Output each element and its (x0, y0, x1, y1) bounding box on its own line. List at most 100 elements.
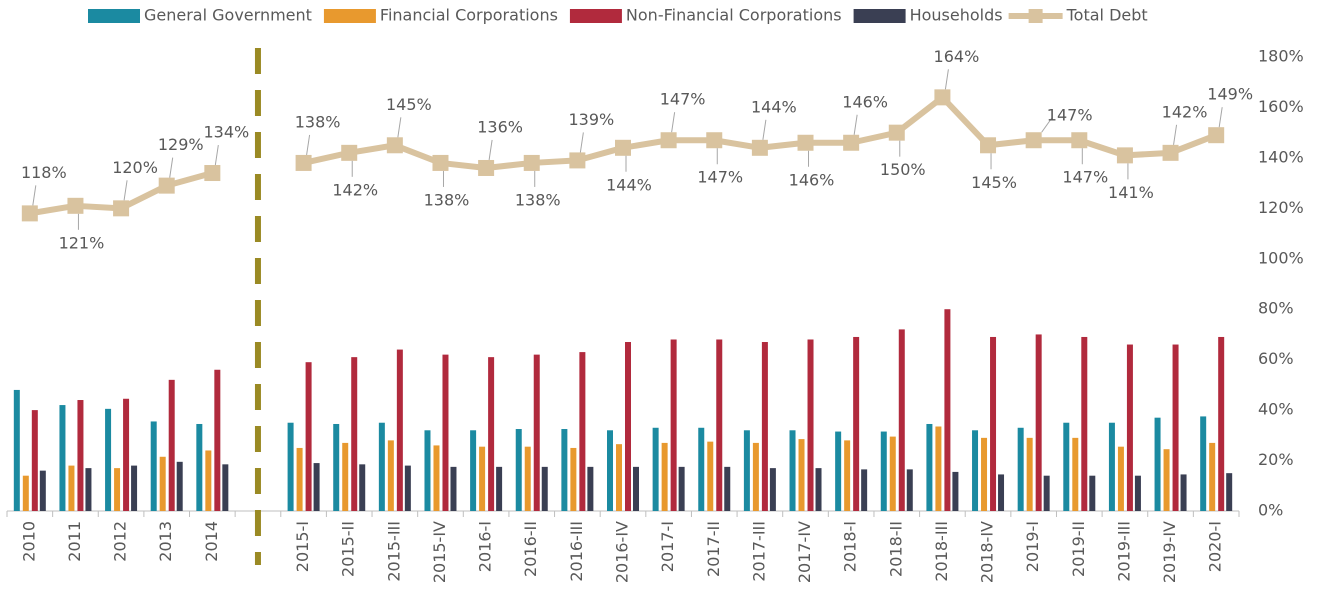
bar (176, 461, 183, 511)
bar (716, 339, 723, 511)
bar (1026, 437, 1033, 511)
data-label: 147% (1047, 106, 1093, 125)
x-tick-label: 2012 (111, 521, 130, 562)
data-label: 142% (1162, 102, 1208, 121)
x-tick-label: 2011 (65, 521, 84, 562)
bar (351, 357, 358, 511)
bar (1063, 422, 1070, 511)
bar (1017, 427, 1024, 511)
line-marker (980, 137, 997, 154)
leader-line (671, 112, 676, 133)
x-tick-label: 2014 (202, 521, 221, 562)
bar (880, 431, 887, 511)
x-tick-label: 2020-I (1206, 521, 1225, 572)
data-label: 121% (59, 233, 105, 252)
bar (387, 440, 394, 511)
y-tick-label: 180% (1258, 47, 1304, 66)
bar (168, 379, 175, 511)
bar (652, 427, 659, 511)
bar (815, 468, 822, 511)
x-tick-label: 2015-III (384, 521, 403, 582)
bar (1126, 344, 1133, 511)
x-tick-label: 2017-IV (795, 521, 814, 583)
x-tick-label: 2016-II (521, 521, 540, 577)
bar (105, 408, 112, 511)
bar (761, 342, 768, 511)
bar (633, 466, 639, 511)
y-tick-label: 80% (1258, 299, 1294, 318)
leader-line (488, 139, 493, 161)
bar (470, 430, 477, 511)
data-label: 120% (112, 158, 158, 177)
bar (1200, 416, 1207, 511)
leader-line (397, 117, 402, 138)
bar (359, 464, 366, 511)
bar (296, 447, 303, 511)
bar (944, 309, 951, 511)
data-label: 134% (203, 123, 249, 142)
bar (442, 354, 449, 511)
bar (1172, 344, 1179, 511)
bar (972, 430, 979, 511)
legend-swatch (1028, 9, 1043, 23)
bar (22, 475, 29, 511)
line-marker (432, 154, 449, 171)
data-label: 147% (1062, 168, 1108, 187)
x-tick-label: 2018-I (841, 521, 860, 572)
y-tick-label: 60% (1258, 349, 1294, 368)
bar (570, 447, 577, 511)
data-label: 142% (332, 180, 378, 199)
bar (68, 465, 75, 511)
line-marker (295, 154, 312, 171)
bar (313, 463, 320, 511)
x-tick-label: 2017-II (704, 521, 723, 577)
leader-line (306, 134, 311, 156)
data-label: 136% (477, 117, 523, 136)
bar (131, 465, 138, 511)
x-tick-label: 2017-I (658, 521, 677, 572)
bar (990, 336, 997, 511)
bar (1117, 446, 1124, 511)
data-label: 138% (424, 190, 470, 209)
bar (769, 468, 776, 511)
bar (396, 349, 403, 511)
bar (752, 442, 759, 511)
bar (678, 466, 685, 511)
line-marker (1071, 132, 1088, 149)
bar (698, 427, 705, 511)
data-label: 118% (21, 163, 67, 182)
bar (981, 437, 988, 511)
data-label: 146% (789, 170, 835, 189)
legend-swatch (323, 9, 376, 23)
y-tick-label: 160% (1258, 97, 1304, 116)
bar (935, 426, 942, 511)
line-marker (934, 89, 951, 106)
bar (1209, 442, 1216, 511)
x-tick-label: 2019-II (1069, 521, 1088, 577)
bar (798, 439, 805, 511)
bar (861, 469, 868, 511)
leader-line (579, 132, 584, 153)
y-tick-label: 0% (1258, 501, 1283, 520)
x-tick-label: 2013 (156, 521, 175, 562)
data-label: 145% (971, 173, 1017, 192)
line-marker (113, 200, 130, 217)
bar (579, 352, 586, 511)
leader-line (1218, 107, 1223, 128)
bar (159, 456, 166, 511)
x-tick-label: 2016-IV (613, 521, 632, 583)
line-marker (158, 177, 175, 194)
line-marker (1208, 127, 1225, 144)
bar (1035, 334, 1042, 511)
data-label: 147% (660, 90, 706, 109)
x-tick-label: 2019-III (1114, 521, 1133, 582)
bar (1226, 473, 1233, 511)
bar (1218, 336, 1225, 511)
x-tick-label: 2010 (19, 521, 38, 562)
x-tick-label: 2019-I (1023, 521, 1042, 572)
bar (85, 468, 92, 511)
bar (835, 431, 842, 511)
legend-label: Non-Financial Corporations (626, 6, 842, 25)
bar (59, 405, 66, 511)
